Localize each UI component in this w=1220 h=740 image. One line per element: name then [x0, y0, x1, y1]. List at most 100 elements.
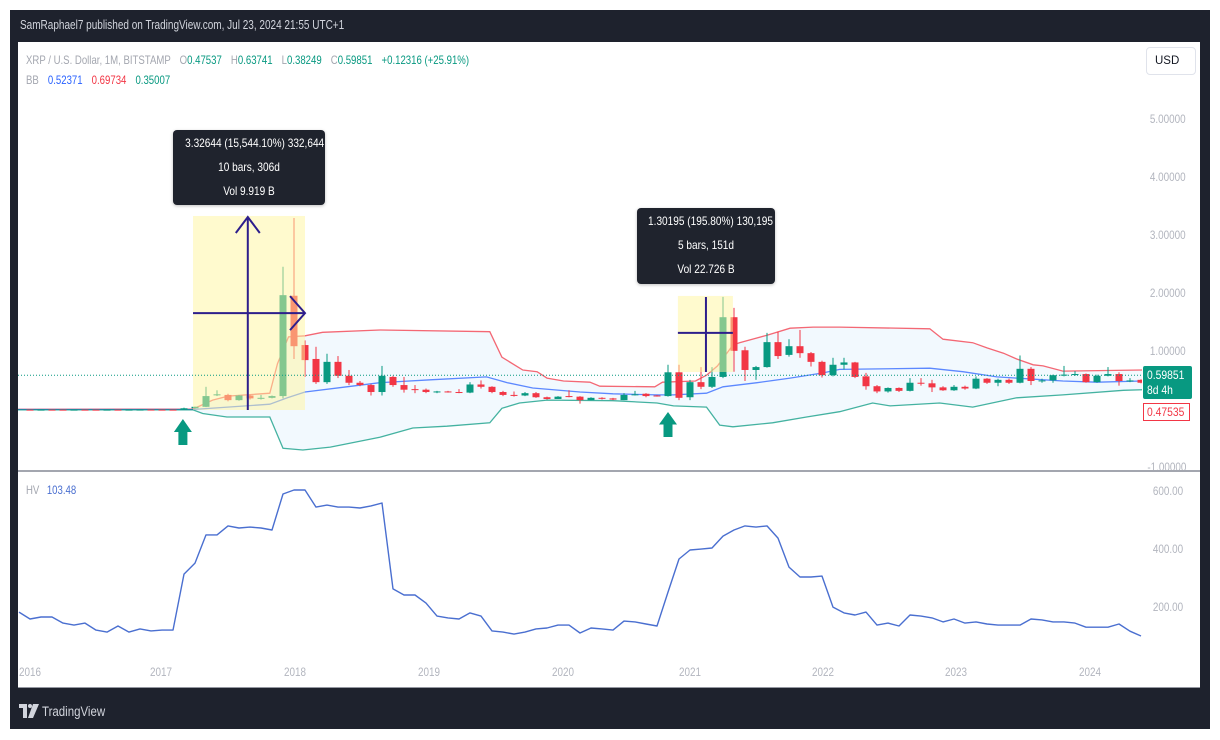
candle-up [587, 397, 595, 401]
price-tick: 3.00000 [1150, 230, 1186, 242]
snapshot-frame: SamRaphael7 published on TradingView.com… [10, 10, 1210, 729]
candle-body [1049, 375, 1057, 381]
measure-bars: 5 bars, 151d [677, 238, 735, 252]
candle-body [356, 382, 364, 386]
hv-chart-canvas[interactable] [18, 472, 1142, 655]
candle-body [400, 385, 408, 390]
candle-down [158, 409, 166, 411]
hv-tick: 400.00 [1152, 544, 1183, 556]
candle-body [840, 362, 848, 365]
arrowhead-up-icon [234, 215, 261, 234]
candle-body [829, 364, 837, 376]
candle-body [92, 409, 100, 411]
candle-body [686, 382, 694, 398]
price-chart-canvas[interactable] [18, 42, 1142, 470]
symbol-description: XRP / U.S. Dollar, 1M, BITSTAMP [26, 53, 171, 67]
price-tick: 2.00000 [1150, 288, 1186, 300]
candle-body [675, 372, 683, 398]
candle-body [642, 393, 650, 397]
candle-up [70, 409, 78, 411]
candle-down [422, 388, 430, 394]
candle-body [26, 409, 34, 411]
candle-down [510, 391, 518, 397]
candle-body [807, 353, 815, 362]
candle-up [1071, 371, 1079, 376]
candle-body [774, 342, 782, 357]
publisher-line: SamRaphael7 published on TradingView.com… [20, 18, 345, 32]
price-pane[interactable]: XRP / U.S. Dollar, 1M, BITSTAMP O0.47537… [18, 42, 1142, 470]
candle-body [488, 386, 496, 393]
candle-body [1115, 374, 1123, 381]
candle-down [81, 409, 89, 411]
candle-body [862, 376, 870, 387]
measure-tooltip-2021: 1.30195 (195.80%) 130,195 5 bars, 151d V… [637, 208, 775, 284]
time-label: 2020 [551, 667, 575, 679]
candle-body [180, 408, 188, 410]
legend-bollinger-bands: BB 0.52371 0.69734 0.35007 [26, 73, 170, 87]
candle-up [664, 364, 672, 397]
currency-button[interactable]: USD [1146, 47, 1196, 75]
measure-price-change: 3.32644 (15,544.10%) 332,644 [185, 136, 325, 150]
candle-up [103, 409, 111, 411]
candle-down [444, 390, 452, 393]
measure-volume: Vol 9.919 B [223, 184, 275, 198]
candle-body [939, 387, 947, 391]
ohlc-open-label: O [179, 53, 188, 67]
ohlc-high-value: 0.63741 [237, 53, 273, 67]
candle-body [598, 397, 606, 399]
candle-body [147, 409, 155, 411]
time-axis[interactable]: 2016 2017 2018 2019 2020 2021 2022 2023 … [18, 655, 1142, 687]
candle-body [697, 382, 705, 387]
ohlc-low-value: 0.38249 [286, 53, 322, 67]
measure-arrows [677, 296, 733, 373]
candle-up [686, 379, 694, 401]
candle-body [763, 342, 771, 368]
candle-body [950, 386, 958, 391]
candle-up [620, 393, 628, 401]
candle-body [1060, 374, 1068, 376]
price-tick: 4.00000 [1150, 172, 1186, 184]
candle-body [928, 383, 936, 388]
time-label: 2017 [149, 667, 173, 679]
measure-arrows [193, 215, 307, 410]
ohlc-high-label: H [230, 53, 238, 67]
candle-body [554, 396, 562, 399]
candle-up [554, 396, 562, 399]
pane-separator[interactable] [18, 470, 1200, 472]
legend-hv: HV 103.48 [26, 483, 76, 497]
time-label: 2019 [417, 667, 441, 679]
candle-up [972, 376, 980, 390]
measure-bars: 10 bars, 306d [218, 160, 280, 174]
candle-up [37, 409, 45, 411]
candle-body [125, 409, 133, 411]
hv-axis[interactable]: 600.00 400.00 200.00 [1142, 472, 1200, 655]
candle-body [961, 386, 969, 389]
candle-down [59, 409, 67, 411]
bb-basis-value: 0.52371 [47, 73, 83, 87]
chart-container: XRP / U.S. Dollar, 1M, BITSTAMP O0.47537… [18, 42, 1200, 688]
candle-up [884, 387, 892, 393]
candle-body [917, 382, 925, 384]
ohlc-low-label: L [281, 53, 287, 67]
candle-down [565, 390, 573, 398]
candle-body [884, 387, 892, 392]
time-label: 2018 [283, 667, 307, 679]
hv-tick: 600.00 [1152, 486, 1183, 498]
candle-body [455, 392, 463, 394]
candle-down [1005, 378, 1013, 384]
candle-body [1137, 379, 1142, 383]
price-axis[interactable]: USD 5.00000 4.00000 3.00000 2.00000 1.00… [1142, 42, 1200, 470]
candle-down [92, 409, 100, 411]
candle-body [433, 391, 441, 393]
candle-down [598, 397, 606, 400]
candle-down [1115, 372, 1123, 386]
candle-body [587, 397, 595, 401]
hv-pane[interactable]: HV 103.48 [18, 472, 1142, 655]
candle-up [125, 409, 133, 411]
candle-down [774, 331, 782, 359]
candle-up [466, 382, 474, 394]
candle-down [312, 346, 320, 384]
candle-down [411, 385, 419, 394]
candle-body [1038, 380, 1046, 382]
candle-up [180, 407, 188, 410]
